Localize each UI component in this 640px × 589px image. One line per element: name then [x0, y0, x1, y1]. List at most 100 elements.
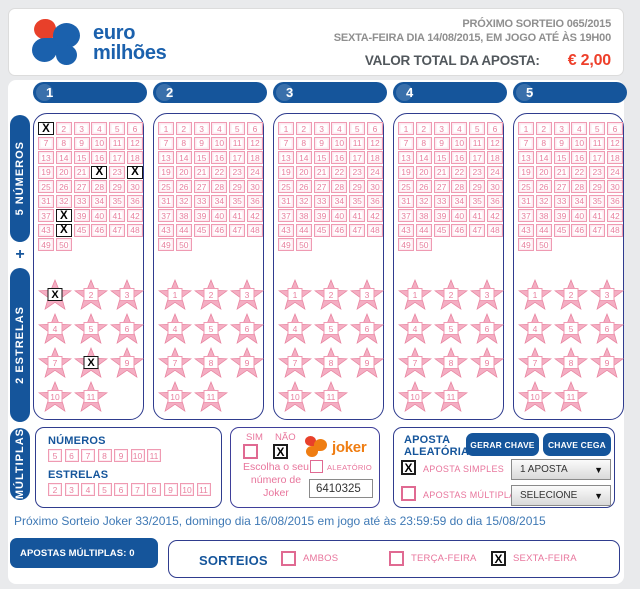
number-cell-3-39[interactable]: 39	[313, 209, 330, 222]
number-cell-2-21[interactable]: 21	[193, 165, 210, 179]
number-cell-1-12[interactable]: 12	[126, 136, 143, 150]
number-cell-2-49[interactable]: 49	[158, 238, 174, 251]
multiplas-number-5[interactable]: 5	[48, 449, 62, 462]
number-cell-1-17[interactable]: 17	[109, 151, 126, 164]
number-cell-4-49[interactable]: 49	[398, 238, 414, 251]
number-cell-5-5[interactable]: 5	[589, 122, 606, 135]
number-cell-5-38[interactable]: 38	[535, 209, 552, 222]
number-cell-5-22[interactable]: 22	[571, 165, 588, 179]
number-cell-1-6[interactable]: 6	[126, 122, 143, 135]
number-cell-3-48[interactable]: 48	[366, 223, 383, 237]
number-cell-3-5[interactable]: 5	[349, 122, 366, 135]
number-cell-2-5[interactable]: 5	[229, 122, 246, 135]
number-cell-5-9[interactable]: 9	[553, 136, 570, 150]
number-cell-1-41[interactable]: 41	[109, 209, 126, 222]
star-cell-2-11[interactable]: 11	[194, 381, 228, 414]
number-cell-3-18[interactable]: 18	[366, 151, 383, 164]
star-cell-2-5[interactable]: 5	[194, 313, 228, 346]
number-cell-1-7[interactable]: 7	[38, 136, 54, 150]
number-cell-4-45[interactable]: 45	[433, 223, 450, 237]
number-cell-3-50[interactable]: 50	[295, 238, 312, 251]
number-cell-3-37[interactable]: 37	[278, 209, 294, 222]
number-cell-3-49[interactable]: 49	[278, 238, 294, 251]
multiplas-star-7[interactable]: 7	[130, 483, 145, 496]
number-cell-5-21[interactable]: 21	[553, 165, 570, 179]
number-cell-3-32[interactable]: 32	[295, 194, 312, 208]
number-cell-4-34[interactable]: 34	[451, 194, 468, 208]
number-cell-3-26[interactable]: 26	[295, 180, 312, 193]
number-cell-5-3[interactable]: 3	[553, 122, 570, 135]
number-cell-4-40[interactable]: 40	[451, 209, 468, 222]
sorteio-checkbox-ambos[interactable]	[281, 551, 296, 566]
star-cell-1-1[interactable]: X	[38, 279, 72, 312]
number-cell-3-2[interactable]: 2	[295, 122, 312, 135]
number-cell-1-28[interactable]: 28	[91, 180, 108, 193]
number-cell-1-33[interactable]: 33	[73, 194, 90, 208]
number-cell-5-30[interactable]: 30	[606, 180, 623, 193]
number-cell-4-8[interactable]: 8	[415, 136, 432, 150]
number-cell-2-6[interactable]: 6	[246, 122, 263, 135]
number-cell-2-47[interactable]: 47	[229, 223, 246, 237]
number-cell-5-17[interactable]: 17	[589, 151, 606, 164]
number-cell-1-10[interactable]: 10	[91, 136, 108, 150]
star-cell-5-8[interactable]: 8	[554, 347, 588, 380]
number-cell-4-2[interactable]: 2	[415, 122, 432, 135]
star-cell-2-3[interactable]: 3	[230, 279, 264, 312]
number-cell-5-23[interactable]: 23	[589, 165, 606, 179]
number-cell-2-14[interactable]: 14	[175, 151, 192, 164]
number-cell-4-17[interactable]: 17	[469, 151, 486, 164]
number-cell-2-12[interactable]: 12	[246, 136, 263, 150]
number-cell-4-3[interactable]: 3	[433, 122, 450, 135]
joker-aleatorio-checkbox[interactable]	[310, 460, 323, 473]
number-cell-2-26[interactable]: 26	[175, 180, 192, 193]
number-cell-3-27[interactable]: 27	[313, 180, 330, 193]
number-cell-1-23[interactable]: 23	[109, 165, 126, 179]
number-cell-4-43[interactable]: 43	[398, 223, 414, 237]
multiplas-number-9[interactable]: 9	[114, 449, 128, 462]
number-cell-1-19[interactable]: 19	[38, 165, 54, 179]
number-cell-3-33[interactable]: 33	[313, 194, 330, 208]
number-cell-2-9[interactable]: 9	[193, 136, 210, 150]
number-cell-5-24[interactable]: 24	[606, 165, 623, 179]
number-cell-3-46[interactable]: 46	[331, 223, 348, 237]
number-cell-3-19[interactable]: 19	[278, 165, 294, 179]
number-cell-2-23[interactable]: 23	[229, 165, 246, 179]
number-cell-4-21[interactable]: 21	[433, 165, 450, 179]
number-cell-1-30[interactable]: 30	[126, 180, 143, 193]
star-cell-3-4[interactable]: 4	[278, 313, 312, 346]
chave-cega-button[interactable]: CHAVE CEGA	[543, 433, 611, 456]
number-cell-3-8[interactable]: 8	[295, 136, 312, 150]
number-cell-1-16[interactable]: 16	[91, 151, 108, 164]
star-cell-3-3[interactable]: 3	[350, 279, 384, 312]
star-cell-5-4[interactable]: 4	[518, 313, 552, 346]
number-cell-1-2[interactable]: 2	[55, 122, 72, 135]
number-cell-3-21[interactable]: 21	[313, 165, 330, 179]
star-cell-4-4[interactable]: 4	[398, 313, 432, 346]
number-cell-4-18[interactable]: 18	[486, 151, 503, 164]
aposta-simples-dropdown[interactable]: 1 APOSTA ▼	[511, 459, 611, 480]
number-cell-3-15[interactable]: 15	[313, 151, 330, 164]
number-cell-2-46[interactable]: 46	[211, 223, 228, 237]
number-cell-4-9[interactable]: 9	[433, 136, 450, 150]
multiplas-number-8[interactable]: 8	[97, 449, 112, 462]
number-cell-3-30[interactable]: 30	[366, 180, 383, 193]
number-cell-3-22[interactable]: 22	[331, 165, 348, 179]
number-cell-2-15[interactable]: 15	[193, 151, 210, 164]
number-cell-5-18[interactable]: 18	[606, 151, 623, 164]
number-cell-5-50[interactable]: 50	[535, 238, 552, 251]
number-cell-5-15[interactable]: 15	[553, 151, 570, 164]
star-cell-4-8[interactable]: 8	[434, 347, 468, 380]
star-cell-2-8[interactable]: 8	[194, 347, 228, 380]
star-cell-4-7[interactable]: 7	[398, 347, 432, 380]
star-cell-4-9[interactable]: 9	[470, 347, 504, 380]
number-cell-5-10[interactable]: 10	[571, 136, 588, 150]
number-cell-1-46[interactable]: 46	[91, 223, 108, 237]
number-cell-4-37[interactable]: 37	[398, 209, 414, 222]
number-cell-1-26[interactable]: 26	[55, 180, 72, 193]
star-cell-3-8[interactable]: 8	[314, 347, 348, 380]
number-cell-5-12[interactable]: 12	[606, 136, 623, 150]
number-cell-2-48[interactable]: 48	[246, 223, 263, 237]
number-cell-4-29[interactable]: 29	[469, 180, 486, 193]
number-cell-3-13[interactable]: 13	[278, 151, 294, 164]
number-cell-5-39[interactable]: 39	[553, 209, 570, 222]
